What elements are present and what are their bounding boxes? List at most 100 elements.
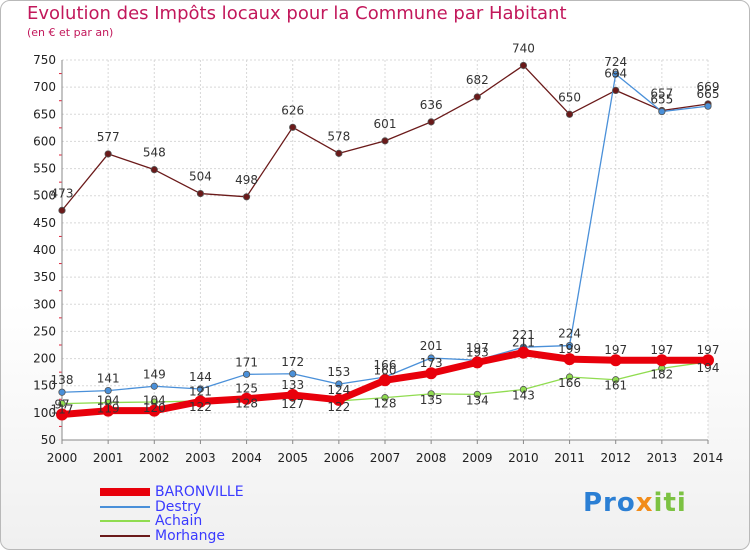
data-point-morhange	[335, 149, 343, 157]
y-tick-label: 400	[33, 243, 56, 257]
data-label-baronville: 121	[189, 384, 212, 398]
data-label-baronville: 173	[420, 356, 443, 370]
data-label-morhange: 650	[558, 90, 581, 104]
data-label-destry: 201	[420, 339, 443, 353]
data-label-destry: 149	[143, 367, 166, 381]
data-label-destry: 171	[235, 355, 258, 369]
data-label-baronville: 197	[604, 343, 627, 357]
data-label-destry: 153	[327, 365, 350, 379]
data-point-baronville	[425, 367, 438, 380]
legend-label-achain: Achain	[155, 513, 203, 529]
data-label-morhange: 682	[466, 73, 489, 87]
data-labels: 473 577 548 504 498 626 578 601 636 682 740 650 694 6…	[51, 41, 720, 416]
data-point-destry	[704, 102, 712, 110]
data-point-achain	[58, 400, 66, 408]
data-point-morhange	[242, 193, 251, 201]
data-point-destry	[427, 354, 435, 362]
data-label-morhange: 473	[51, 186, 74, 200]
data-label-destry: 665	[697, 87, 720, 101]
legend-label-destry: Destry	[155, 498, 202, 515]
data-point-baronville	[655, 354, 668, 367]
y-tick-label: 700	[33, 80, 56, 94]
data-point-destry	[196, 385, 205, 393]
data-point-baronville	[609, 354, 622, 367]
data-point-baronville	[332, 393, 345, 406]
y-tick-label: 150	[33, 379, 56, 393]
data-label-morhange: 636	[420, 98, 443, 112]
logo-part-3: iti	[653, 488, 687, 518]
legend-swatch-baronville	[100, 488, 150, 496]
data-point-destry	[658, 107, 666, 116]
data-label-destry: 166	[374, 358, 397, 372]
x-tick-label: 2000	[47, 451, 78, 465]
data-point-destry	[565, 341, 574, 350]
x-tick-label: 2007	[370, 451, 401, 465]
data-label-morhange: 498	[235, 173, 258, 187]
y-tick-label: 250	[33, 324, 56, 338]
data-point-baronville	[194, 395, 207, 408]
data-point-achain	[612, 376, 620, 384]
data-label-destry: 141	[97, 372, 120, 386]
data-label-destry: 144	[189, 370, 212, 384]
data-label-destry: 172	[281, 355, 304, 369]
data-point-destry	[150, 382, 158, 390]
legend-item-destry: Destry	[100, 498, 300, 515]
data-point-morhange	[565, 110, 574, 118]
data-label-morhange: 578	[327, 129, 350, 143]
data-point-baronville	[102, 404, 115, 417]
data-point-achain	[519, 385, 528, 394]
y-tick-label: 100	[33, 406, 56, 420]
x-tick-label: 2005	[277, 451, 308, 465]
data-label-achain: 117	[51, 403, 74, 417]
data-label-achain: 194	[697, 361, 720, 375]
x-tick-label: 2004	[231, 451, 262, 465]
y-tick-label: 200	[33, 352, 56, 366]
y-tick-label: 500	[33, 189, 56, 203]
data-label-destry: 221	[512, 328, 535, 342]
data-label-morhange: 626	[281, 103, 304, 117]
data-label-baronville: 104	[143, 394, 166, 408]
data-point-morhange	[612, 86, 620, 95]
data-point-destry	[242, 370, 251, 378]
data-label-morhange: 548	[143, 146, 166, 160]
data-label-baronville: 211	[512, 336, 535, 350]
chart-title: Evolution des Impôts locaux pour la Comm…	[27, 3, 567, 24]
legend-label-morhange: Morhange	[155, 527, 225, 544]
data-point-destry	[612, 70, 620, 78]
data-label-achain: 161	[604, 379, 627, 393]
logo-part-2: x	[635, 488, 654, 518]
data-label-morhange: 694	[604, 66, 627, 80]
data-label-achain: 182	[650, 367, 673, 381]
legend-label-baronville: BARONVILLE	[155, 484, 244, 500]
data-point-morhange	[381, 137, 389, 145]
data-label-achain: 120	[143, 401, 166, 415]
data-label-baronville: 160	[374, 363, 397, 377]
x-tick-label: 2010	[508, 451, 539, 465]
legend-swatch-destry	[100, 505, 150, 508]
data-label-baronville: 193	[466, 345, 489, 359]
data-point-baronville	[56, 408, 68, 421]
data-label-baronville: 125	[235, 382, 258, 396]
data-label-morhange: 740	[512, 41, 535, 55]
x-tick-label: 2003	[185, 451, 216, 465]
data-label-destry: 224	[558, 327, 581, 341]
proxiti-logo: Proxiti	[583, 488, 687, 518]
data-label-achain: 135	[420, 393, 443, 407]
data-label-destry: 197	[466, 341, 489, 355]
data-point-baronville	[563, 353, 576, 366]
data-label-achain: 122	[327, 400, 350, 414]
legend-swatch-achain	[100, 520, 150, 522]
data-point-destry	[335, 380, 343, 388]
data-points	[56, 61, 714, 421]
data-point-morhange	[196, 189, 205, 198]
data-label-achain: 128	[374, 397, 397, 411]
data-point-morhange	[427, 118, 435, 126]
data-label-baronville: 197	[650, 343, 673, 357]
x-tick-label: 2012	[600, 451, 631, 465]
chart-subtitle: (en € et par an)	[27, 26, 114, 39]
data-label-achain: 128	[235, 397, 258, 411]
legend-swatch-morhange	[100, 534, 150, 537]
data-label-baronville: 124	[327, 383, 350, 397]
data-point-achain	[565, 373, 574, 381]
y-tick-label: 550	[33, 162, 56, 176]
